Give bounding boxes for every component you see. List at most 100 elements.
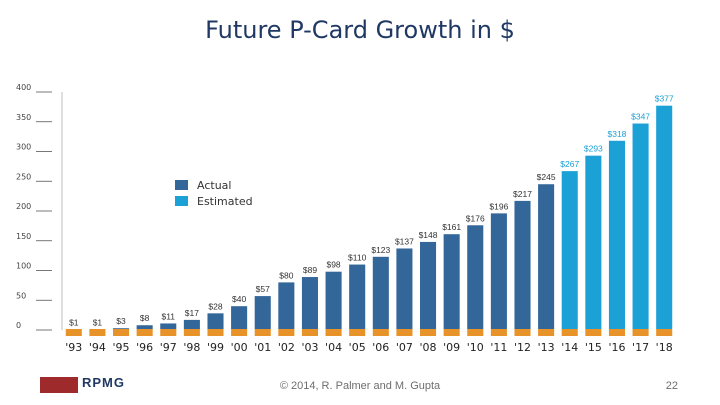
chart-bar <box>207 313 224 329</box>
bar-data-label: $318 <box>608 129 627 139</box>
bar-data-label: $161 <box>442 222 461 232</box>
bar-data-label: $217 <box>513 189 532 199</box>
x-tick-label: '16 <box>608 341 625 354</box>
x-tick-label: '03 <box>301 341 318 354</box>
baseline-segment <box>372 329 389 336</box>
chart-bar <box>325 271 342 329</box>
bar-data-label: $17 <box>185 308 199 318</box>
baseline-segment <box>561 329 578 336</box>
chart-bar <box>538 184 555 329</box>
x-tick-label: '11 <box>490 341 507 354</box>
bar-data-label: $3 <box>116 316 126 326</box>
bar-chart: 0 50 100 150 200 250 300 350 400 $1 '93 $1 '94 $3 '95 $… <box>16 83 674 354</box>
legend-swatch <box>175 180 188 190</box>
x-tick-label: '07 <box>396 341 413 354</box>
baseline-segment <box>254 329 271 336</box>
chart-bar <box>231 306 248 329</box>
legend-label: Actual <box>197 179 231 192</box>
bar-data-label: $245 <box>537 172 556 182</box>
legend-label: Estimated <box>197 195 253 208</box>
bar-data-label: $176 <box>466 213 485 223</box>
x-tick-label: '13 <box>538 341 555 354</box>
bar-data-label: $28 <box>208 301 222 311</box>
y-tick-label: 150 <box>16 232 31 241</box>
x-tick-label: '93 <box>65 341 82 354</box>
x-tick-label: '14 <box>561 341 578 354</box>
x-tick-label: '00 <box>231 341 248 354</box>
bar-data-label: $80 <box>279 270 293 280</box>
chart-bar <box>467 225 484 329</box>
x-tick-label: '15 <box>585 341 602 354</box>
y-tick-label: 200 <box>16 202 31 211</box>
bar-data-label: $347 <box>631 112 650 122</box>
bar-data-label: $110 <box>348 253 367 263</box>
baseline-segment <box>89 329 106 336</box>
chart-bar <box>183 319 200 329</box>
baseline-segment <box>325 329 342 336</box>
y-tick-label: 350 <box>16 113 31 122</box>
baseline-segment <box>136 329 153 336</box>
y-tick-label: 100 <box>16 262 31 271</box>
bar-data-label: $8 <box>140 313 150 323</box>
page-number: 22 <box>665 380 678 392</box>
bar-data-label: $293 <box>584 144 603 154</box>
chart-bar <box>561 171 578 329</box>
baseline-segment <box>656 329 673 336</box>
chart-bar <box>396 248 413 329</box>
chart-bar <box>443 234 460 329</box>
chart-bar <box>656 105 673 329</box>
bar-data-label: $89 <box>303 265 317 275</box>
x-tick-label: '06 <box>372 341 389 354</box>
chart-bar <box>608 140 625 329</box>
bar-data-label: $11 <box>161 311 175 321</box>
bar-data-label: $148 <box>419 230 438 240</box>
x-tick-label: '97 <box>160 341 177 354</box>
x-tick-label: '09 <box>443 341 460 354</box>
chart-bar <box>514 200 531 329</box>
legend-swatch <box>175 196 188 206</box>
x-tick-label: '10 <box>467 341 484 354</box>
x-tick-label: '98 <box>183 341 200 354</box>
baseline-segment <box>207 329 224 336</box>
chart-bar <box>301 277 318 329</box>
bar-data-label: $98 <box>326 260 340 270</box>
baseline-segment <box>585 329 602 336</box>
baseline-segment <box>65 329 82 336</box>
baseline-segment <box>113 329 130 336</box>
chart-bar <box>349 264 366 329</box>
rpmg-logo: RPMG <box>40 375 140 395</box>
y-tick-label: 400 <box>16 83 31 92</box>
baseline-segment <box>231 329 248 336</box>
baseline-segment <box>538 329 555 336</box>
logo-mark-icon <box>40 377 78 393</box>
x-tick-label: '18 <box>656 341 673 354</box>
bar-data-label: $267 <box>560 159 579 169</box>
x-tick-label: '02 <box>278 341 295 354</box>
baseline-segment <box>278 329 295 336</box>
baseline-segment <box>349 329 366 336</box>
baseline-segment <box>443 329 460 336</box>
bar-data-label: $196 <box>489 201 508 211</box>
x-tick-label: '17 <box>632 341 649 354</box>
bar-data-label: $40 <box>232 294 246 304</box>
x-tick-label: '95 <box>113 341 130 354</box>
baseline-segment <box>632 329 649 336</box>
chart-bar <box>420 241 437 329</box>
chart-bar <box>113 328 130 329</box>
bar-data-label: $57 <box>256 284 270 294</box>
x-tick-label: '05 <box>349 341 366 354</box>
chart-bar <box>278 282 295 329</box>
baseline-segment <box>396 329 413 336</box>
x-tick-label: '08 <box>420 341 437 354</box>
baseline-segment <box>301 329 318 336</box>
baseline-segment <box>420 329 437 336</box>
chart-bar <box>372 256 389 329</box>
chart-bar <box>136 325 153 329</box>
x-tick-label: '12 <box>514 341 531 354</box>
bar-data-label: $1 <box>69 317 79 327</box>
y-tick-label: 250 <box>16 172 31 181</box>
chart-bar <box>254 296 271 329</box>
chart-bar <box>585 155 602 329</box>
bar-data-label: $137 <box>395 236 414 246</box>
x-tick-label: '94 <box>89 341 106 354</box>
